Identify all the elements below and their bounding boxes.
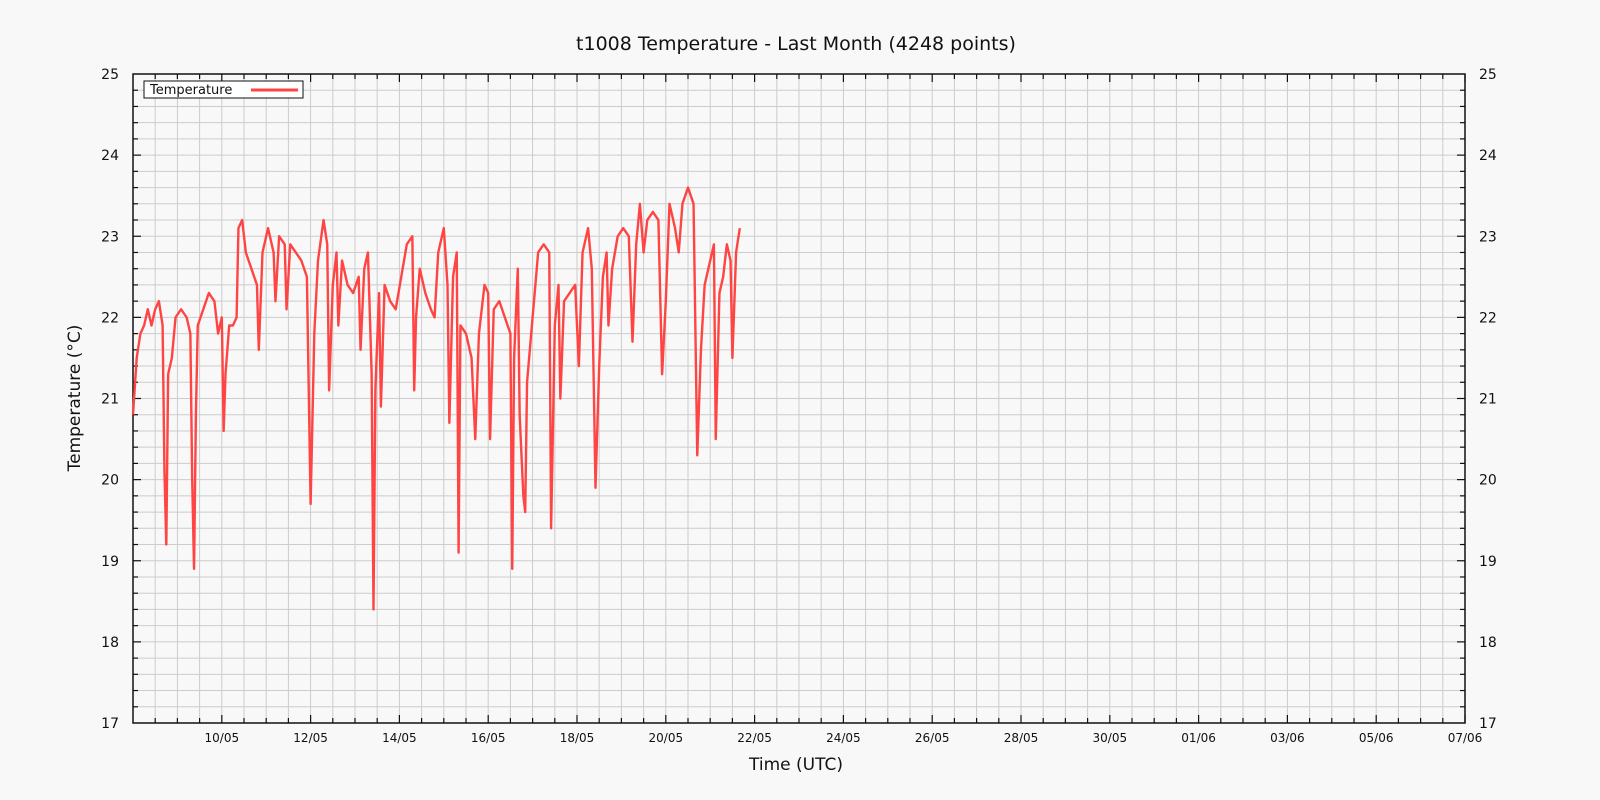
y-tick-label-right: 19 [1479, 554, 1497, 570]
x-tick-label: 28/05 [1004, 731, 1039, 745]
grid [133, 74, 1465, 723]
y-tick-label-right: 20 [1479, 473, 1497, 489]
y-tick-label-left: 18 [101, 635, 119, 651]
y-tick-label-left: 25 [101, 67, 119, 83]
y-tick-label-right: 23 [1479, 229, 1497, 245]
x-tick-label: 14/05 [382, 731, 417, 745]
y-tick-label-left: 22 [101, 310, 119, 326]
x-tick-label: 30/05 [1093, 731, 1128, 745]
chart-title: t1008 Temperature - Last Month (4248 poi… [576, 33, 1016, 55]
x-tick-label: 12/05 [293, 731, 328, 745]
x-tick-label: 20/05 [649, 731, 684, 745]
y-tick-label-left: 20 [101, 473, 119, 489]
x-tick-label: 22/05 [737, 731, 772, 745]
x-tick-label: 05/06 [1359, 731, 1394, 745]
axis-ticks: 17 17 18 18 19 19 20 20 21 21 22 22 23 23 24 24 25 25 10/0… [101, 67, 1497, 745]
legend-label-temperature: Temperature [149, 83, 232, 98]
y-tick-label-left: 17 [101, 716, 119, 732]
series-layer [131, 186, 741, 611]
x-tick-label: 03/06 [1270, 731, 1305, 745]
x-axis-label: Time (UTC) [748, 755, 843, 775]
y-tick-label-right: 17 [1479, 716, 1497, 732]
y-tick-label-left: 23 [101, 229, 119, 245]
legend: Temperature [143, 80, 304, 99]
y-tick-label-right: 24 [1479, 148, 1497, 164]
y-tick-label-right: 18 [1479, 635, 1497, 651]
x-tick-label: 07/06 [1448, 731, 1483, 745]
x-tick-label: 26/05 [915, 731, 950, 745]
y-tick-label-left: 21 [101, 392, 119, 408]
x-tick-label: 01/06 [1181, 731, 1216, 745]
y-tick-label-left: 24 [101, 148, 119, 164]
series-line-temperature [131, 186, 741, 611]
x-tick-label: 18/05 [560, 731, 595, 745]
y-tick-label-right: 22 [1479, 310, 1497, 326]
y-tick-label-right: 25 [1479, 67, 1497, 83]
y-tick-label-right: 21 [1479, 392, 1497, 408]
y-tick-label-left: 19 [101, 554, 119, 570]
x-tick-label: 10/05 [205, 731, 240, 745]
legend-box [143, 80, 304, 99]
x-tick-label: 24/05 [826, 731, 861, 745]
x-tick-label: 16/05 [471, 731, 506, 745]
y-axis-label: Temperature (°C) [65, 325, 85, 473]
